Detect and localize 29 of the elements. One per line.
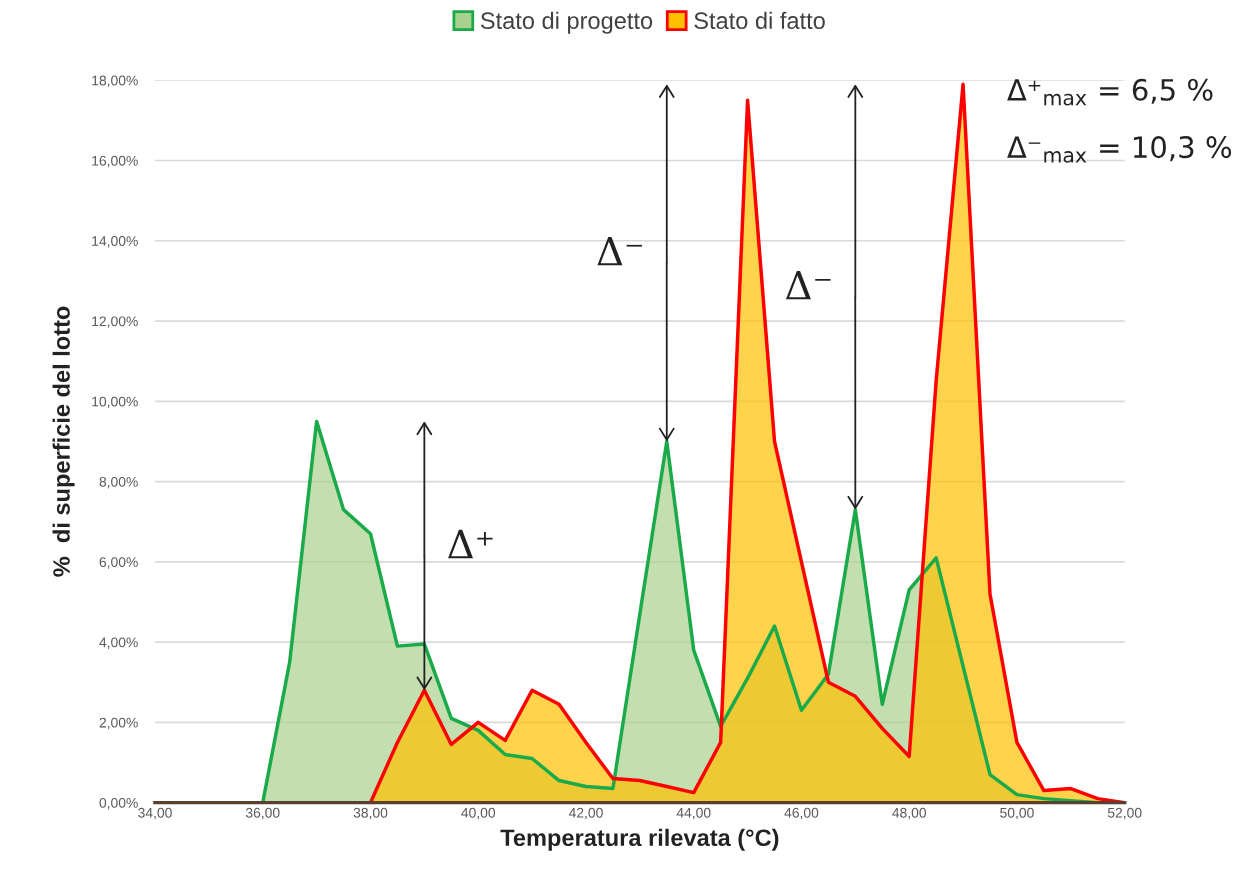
x-tick-label: 48,00 [892, 807, 927, 820]
x-axis-title: Temperatura rilevata (°C) [500, 828, 779, 851]
x-tick-label: 38,00 [353, 807, 388, 820]
y-tick-label: 4,00% [99, 637, 138, 649]
x-tick-label: 40,00 [461, 807, 496, 820]
annotation: Δ⁺$_{max}$ = 6,5 % [1007, 78, 1213, 106]
y-tick-label: 6,00% [99, 557, 138, 569]
annotation: Δ⁺ [448, 529, 493, 559]
x-tick-label: 36,00 [245, 807, 280, 820]
y-tick-label: 0,00% [99, 797, 138, 810]
y-axis-title: % di superficie del lotto [52, 306, 75, 577]
x-tick-label: 52,00 [1107, 807, 1142, 820]
x-tick-label: 34,00 [138, 807, 172, 820]
legend-label: Stato di fatto [694, 11, 825, 30]
annotation: Δ⁻ [785, 271, 831, 300]
x-tick-label: 46,00 [784, 807, 819, 820]
annotation: Δ⁻ [597, 236, 642, 266]
annotation: Δ⁻$_{max}$ = 10,3 % [1007, 136, 1232, 163]
x-tick-label: 42,00 [568, 807, 603, 820]
y-tick-label: 16,00% [92, 155, 138, 168]
legend-label: Stato di progetto [480, 11, 653, 34]
y-tick-label: 12,00% [92, 316, 138, 328]
y-tick-label: 18,00% [92, 75, 138, 88]
y-tick-label: 14,00% [92, 236, 138, 248]
y-tick-label: 10,00% [92, 396, 138, 409]
y-tick-label: 2,00% [99, 717, 138, 730]
x-tick-label: 44,00 [676, 807, 711, 820]
y-tick-label: 8,00% [99, 476, 138, 489]
x-tick-label: 50,00 [1000, 807, 1034, 820]
